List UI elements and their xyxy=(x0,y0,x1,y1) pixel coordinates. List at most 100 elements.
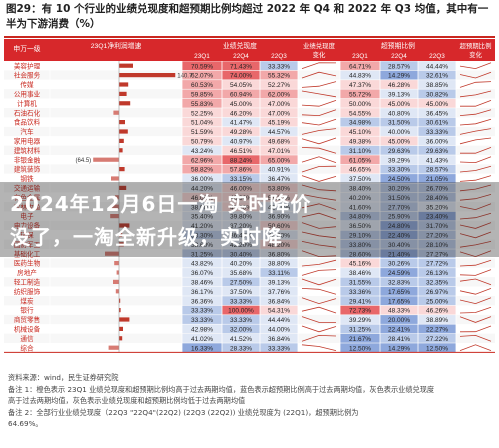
beat-cell-bg xyxy=(380,305,418,315)
fulfil-cell-bg xyxy=(222,145,260,155)
industry-name: 综合 xyxy=(20,343,34,352)
growth-bar xyxy=(119,167,125,172)
fulfil-cell-value: 41.02% xyxy=(191,336,213,343)
fulfil-cell-bg xyxy=(260,258,298,268)
fulfil-cell-bg xyxy=(260,211,298,221)
industry-name: 建筑材料 xyxy=(14,146,41,155)
fulfil-cell-bg xyxy=(222,211,260,221)
beat-cell-value: 22.40% xyxy=(388,233,410,240)
fulfil-cell-value: 44.57% xyxy=(268,129,290,136)
beat-cell-value: 55.72% xyxy=(349,92,371,99)
fulfil-cell-bg xyxy=(222,117,260,127)
beat-cell-bg xyxy=(380,183,418,193)
fulfil-cell-value: 36.00% xyxy=(191,176,213,183)
beat-cell-value: 12.50% xyxy=(426,345,448,352)
header-beat-change-1: 超预期比例 xyxy=(460,41,492,50)
industry-name: 计算机 xyxy=(17,99,37,108)
beat-cell-bg xyxy=(380,202,418,212)
fulfil-cell-bg xyxy=(182,258,222,268)
beat-change-sparkline xyxy=(459,259,492,267)
beat-cell-bg xyxy=(340,202,380,212)
beat-cell-bg xyxy=(418,315,456,324)
fulfil-cell-value: 52.25% xyxy=(191,110,213,117)
beat-cell-bg xyxy=(418,221,456,230)
growth-bar xyxy=(119,101,131,106)
fulfil-change-sparkline xyxy=(301,316,336,323)
fulfil-cell-value: 28.33% xyxy=(230,345,252,352)
beat-change-sparkline xyxy=(459,194,492,201)
fulfil-cell-bg xyxy=(182,230,222,240)
fulfil-cell-value: 33.33% xyxy=(191,308,213,315)
beat-cell-bg xyxy=(380,230,418,240)
fulfil-cell-value: 100.00% xyxy=(228,308,254,315)
fulfil-cell-value: 48.20% xyxy=(268,242,290,249)
notes-1: 备注 1：橙色表示 23Q1 业绩兑现度和超预期比例均高于过去两期均值，蓝色表示… xyxy=(8,384,435,394)
growth-bar xyxy=(93,157,119,162)
fulfil-cell-value: 36.40% xyxy=(230,233,252,240)
header-quarter-2: 22Q3 xyxy=(271,53,287,60)
fulfil-cell-bg xyxy=(222,164,260,174)
growth-bar xyxy=(119,148,123,153)
beat-cell-value: 44.83% xyxy=(349,73,371,80)
beat-cell-bg xyxy=(380,98,418,108)
growth-bar xyxy=(115,289,119,294)
growth-bar-label: (64.5) xyxy=(76,158,92,164)
fulfil-cell-value: 37.76% xyxy=(268,289,290,296)
fulfil-cell-bg xyxy=(222,230,260,240)
beat-cell-bg xyxy=(418,258,456,268)
fulfil-change-sparkline xyxy=(301,137,337,145)
beat-cell-value: 45.16% xyxy=(349,261,371,268)
beat-cell-bg xyxy=(340,80,380,89)
industry-name: 电子 xyxy=(20,212,34,221)
fulfil-cell-bg xyxy=(222,305,260,315)
beat-cell-bg xyxy=(340,239,380,249)
fulfil-cell-bg xyxy=(260,249,298,259)
fulfil-cell-bg xyxy=(222,333,260,343)
beat-cell-bg xyxy=(380,174,418,183)
growth-bar xyxy=(113,110,119,115)
fulfil-cell-value: 60.53% xyxy=(191,82,213,89)
beat-cell-value: 28.60% xyxy=(349,251,371,258)
beat-cell-value: 28.40% xyxy=(426,195,448,202)
beat-cell-bg xyxy=(380,343,418,353)
growth-bar xyxy=(119,336,123,341)
growth-bar xyxy=(119,317,130,322)
fulfil-cell-bg xyxy=(182,239,222,249)
beat-cell-value: 30.26% xyxy=(388,261,410,268)
beat-cell-value: 22.41% xyxy=(388,327,410,334)
fulfil-cell-value: 37.50% xyxy=(230,289,252,296)
fulfil-cell-bg xyxy=(182,174,222,183)
fulfil-cell-value: 42.20% xyxy=(230,242,252,249)
beat-cell-bg xyxy=(340,174,380,183)
beat-cell-value: 64.71% xyxy=(349,63,371,70)
fulfil-cell-value: 52.27% xyxy=(268,82,290,89)
beat-cell-bg xyxy=(340,221,380,230)
fulfil-cell-value: 51.59% xyxy=(191,129,213,136)
fulfil-cell-bg xyxy=(222,70,260,80)
fulfil-cell-value: 45.00% xyxy=(230,101,252,108)
beat-cell-value: 34.80% xyxy=(349,214,371,221)
beat-change-sparkline xyxy=(459,288,492,295)
growth-bar xyxy=(119,232,123,237)
beat-cell-bg xyxy=(418,230,456,240)
fulfil-change-sparkline xyxy=(301,278,337,286)
beat-cell-value: 33.30% xyxy=(388,167,410,174)
fulfil-change-sparkline xyxy=(301,128,337,135)
fulfil-cell-bg xyxy=(182,268,222,277)
beat-cell-bg xyxy=(380,315,418,324)
header-fulfil-change-1: 业绩兑现度 xyxy=(303,41,336,50)
header-quarter-3: 23Q1 xyxy=(352,53,368,60)
beat-cell-bg xyxy=(380,286,418,296)
growth-bar xyxy=(119,138,124,143)
beat-cell-value: 17.65% xyxy=(388,298,410,305)
fulfil-cell-value: 39.80% xyxy=(230,214,252,221)
header-growth: 23Q1净利润增速 xyxy=(91,41,142,50)
fulfil-cell-bg xyxy=(260,183,298,193)
industry-name: 石油石化 xyxy=(14,108,41,117)
beat-cell-bg xyxy=(380,164,418,174)
fulfil-cell-value: 33.33% xyxy=(230,317,252,324)
beat-cell-value: 45.00% xyxy=(388,139,410,146)
beat-cell-bg xyxy=(380,333,418,343)
beat-cell-bg xyxy=(418,70,456,80)
beat-cell-bg xyxy=(340,268,380,277)
